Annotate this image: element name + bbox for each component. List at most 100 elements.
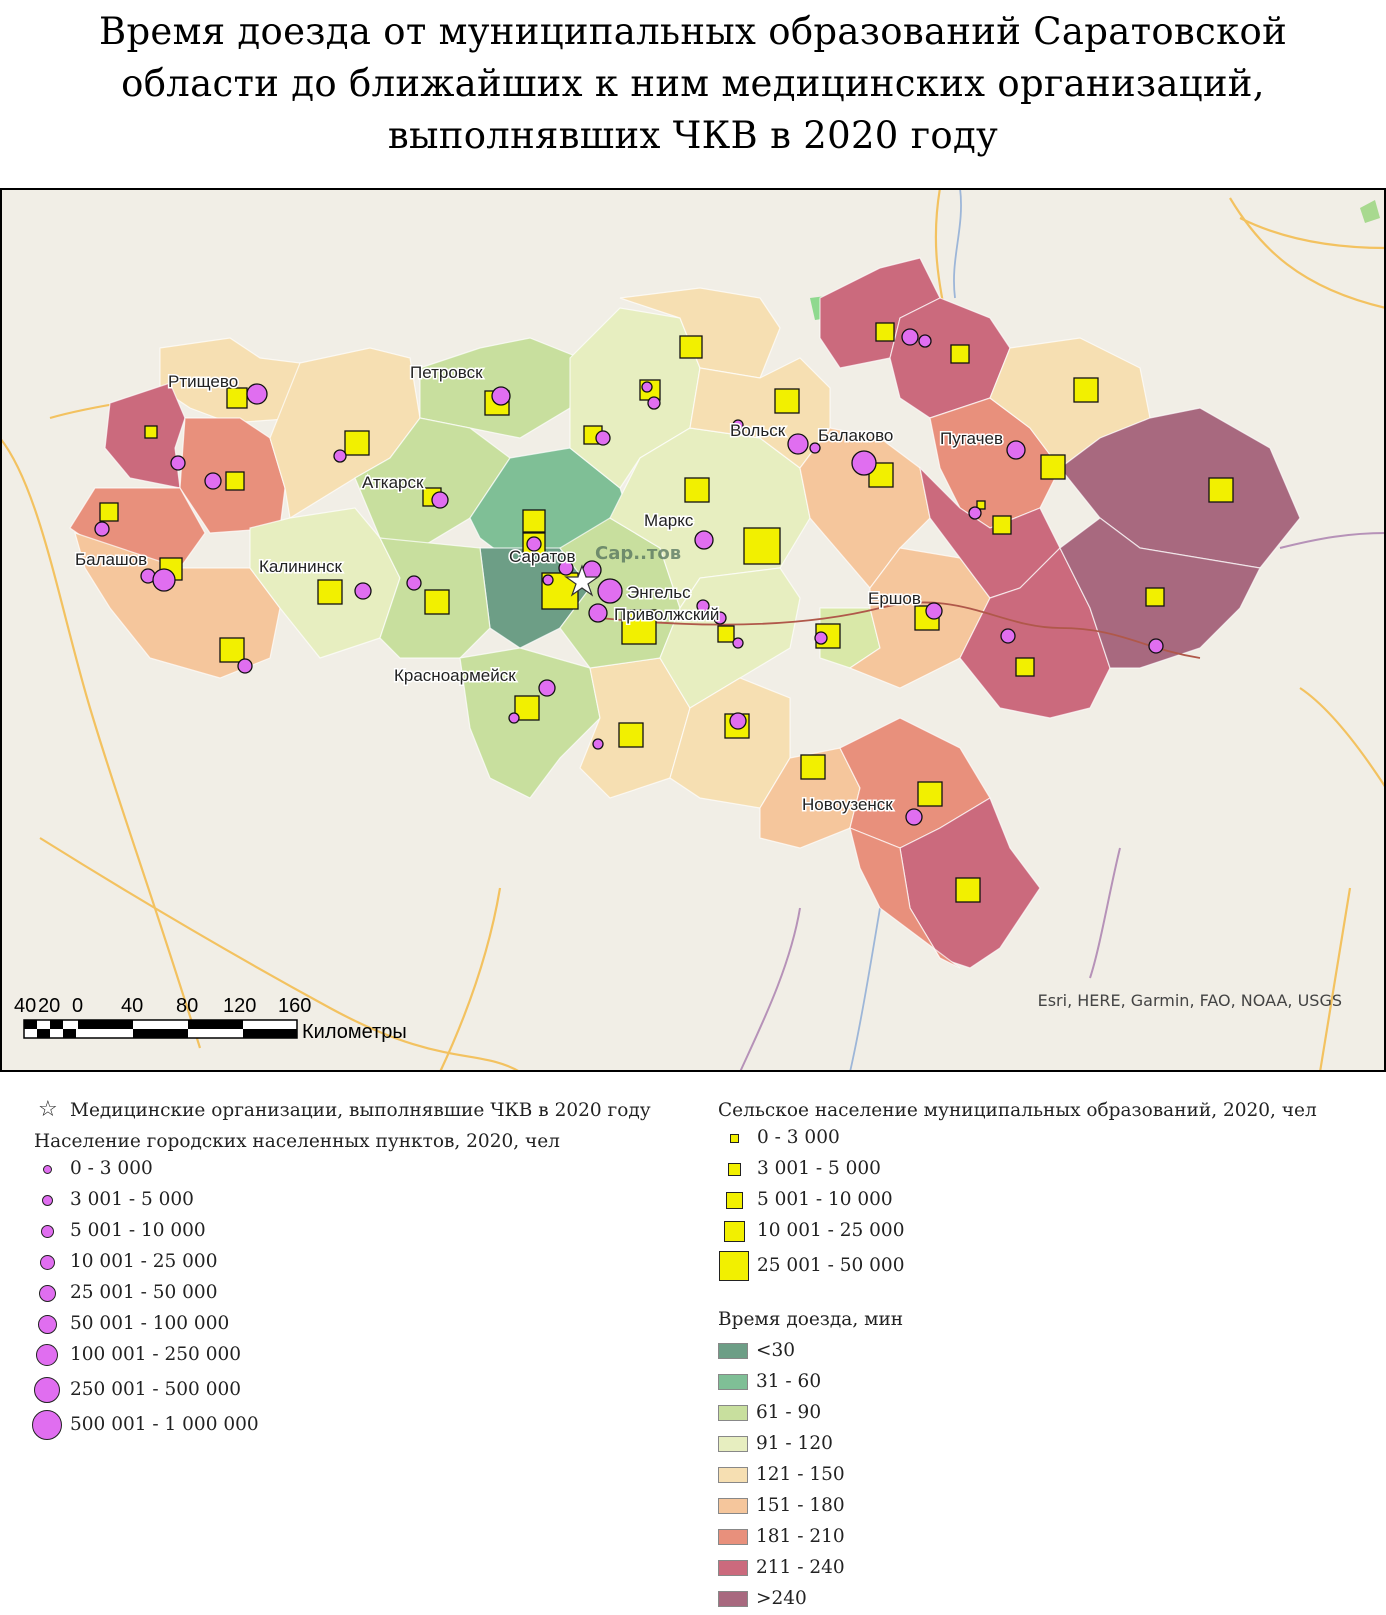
legend-time-label: 151 - 180 [756,1495,845,1516]
urban-circle[interactable] [787,433,809,455]
rural-square[interactable] [1208,477,1234,503]
urban-circle[interactable] [526,536,542,552]
urban-circle[interactable] [905,808,923,826]
rural-square[interactable] [976,500,986,510]
urban-circle[interactable] [431,491,449,509]
urban-circle[interactable] [918,334,932,348]
district-novouzensk-s[interactable] [849,827,961,969]
district-dergachi[interactable] [959,546,1111,719]
rural-square[interactable] [226,387,248,409]
scale-tick: 0 [72,995,83,1017]
rural-square[interactable] [99,502,119,522]
map-frame[interactable]: Сар..тов Ртищево Петровск Аткарск Балашо… [0,188,1386,1072]
rural-square[interactable] [344,430,370,456]
urban-circle[interactable] [588,603,608,623]
urban-circle[interactable] [94,521,110,537]
urban-circle[interactable] [713,611,727,625]
urban-circle[interactable] [538,679,556,697]
urban-circle[interactable] [595,430,611,446]
rural-square[interactable] [1040,454,1066,480]
urban-circle[interactable] [851,450,877,476]
rural-square[interactable] [955,877,981,903]
urban-circle[interactable] [729,712,747,730]
map-border [0,188,1386,1072]
legend-rural-label: 5 001 - 10 000 [757,1189,893,1210]
rural-square[interactable] [774,388,800,414]
legend-rural-label: 3 001 - 5 000 [757,1158,881,1179]
city-label-volsk: Вольск [730,421,786,440]
urban-population-markers[interactable] [94,328,1164,826]
urban-circle[interactable] [1000,628,1016,644]
rural-square[interactable] [514,695,540,721]
urban-circle[interactable] [558,560,574,576]
rural-square[interactable] [743,527,781,565]
city-label-pugachev: Пугачев [940,429,1003,448]
urban-circle[interactable] [333,449,347,463]
urban-circle[interactable] [542,574,554,586]
district-north-peach[interactable] [619,287,781,379]
rural-square[interactable] [875,322,895,342]
rural-square[interactable] [800,754,826,780]
urban-circle[interactable] [1006,440,1026,460]
urban-circle[interactable] [491,386,511,406]
district-krasnoarmeysk[interactable] [459,647,601,799]
urban-circle[interactable] [641,381,653,393]
urban-circle[interactable] [732,419,744,431]
rural-square[interactable] [917,781,943,807]
map-title: Время доезда от муниципальных образовани… [0,6,1386,162]
rural-square[interactable] [219,637,245,663]
legend-urban-label: 3 001 - 5 000 [70,1189,194,1210]
rural-square[interactable] [717,625,735,643]
scale-tick: 80 [176,995,198,1017]
legend-time-label: 61 - 90 [756,1402,822,1423]
rural-square[interactable] [225,471,245,491]
urban-circle[interactable] [814,631,828,645]
circle-symbol-icon [37,1314,57,1334]
rural-square[interactable] [618,722,644,748]
pci-facility-star[interactable] [564,564,600,597]
urban-circle[interactable] [246,383,268,405]
urban-circle[interactable] [809,442,821,454]
urban-circle[interactable] [696,599,710,613]
urban-circle[interactable] [237,658,253,674]
urban-circle[interactable] [597,578,623,604]
urban-circle[interactable] [406,575,422,591]
city-label-kalininsk: Калининск [259,557,343,576]
districts[interactable] [69,257,1301,969]
rural-square[interactable] [679,335,703,359]
rural-square[interactable] [317,579,343,605]
forest-patch-2 [1360,200,1380,223]
district-rovnoe[interactable] [669,677,791,809]
rural-square[interactable] [621,609,657,645]
urban-circle[interactable] [508,712,520,724]
urban-circle[interactable] [925,602,943,620]
urban-circle[interactable] [647,396,661,410]
rural-square[interactable] [950,344,970,364]
rural-square[interactable] [1015,657,1035,677]
urban-circle[interactable] [354,582,372,600]
city-label-saratov: Саратов [509,547,576,566]
urban-circle[interactable] [204,472,222,490]
rural-square[interactable] [992,515,1012,535]
rural-square[interactable] [1073,377,1099,403]
urban-circle[interactable] [1148,638,1164,654]
rural-square[interactable] [684,477,710,503]
city-labels: Ртищево Петровск Аткарск Балашов Калинин… [74,362,1005,816]
legend-rural-label: 10 001 - 25 000 [757,1220,905,1241]
rural-square[interactable] [424,589,450,615]
city-label-ershov: Ершов [868,589,921,608]
rural-square[interactable] [522,509,546,533]
rural-square[interactable] [1145,587,1165,607]
urban-circle[interactable] [170,455,186,471]
urban-circle[interactable] [901,328,919,346]
legend-urban-title: Население городских населенных пунктов, … [34,1131,560,1152]
color-swatch [718,1436,748,1452]
rural-square[interactable] [144,425,158,439]
urban-circle[interactable] [694,530,714,550]
urban-circle[interactable] [152,568,176,592]
urban-circle[interactable] [968,506,982,520]
star-icon: ☆ [38,1097,58,1122]
legend-urban-label: 500 001 - 1 000 000 [70,1414,259,1435]
urban-circle[interactable] [592,738,604,750]
urban-circle[interactable] [732,637,744,649]
